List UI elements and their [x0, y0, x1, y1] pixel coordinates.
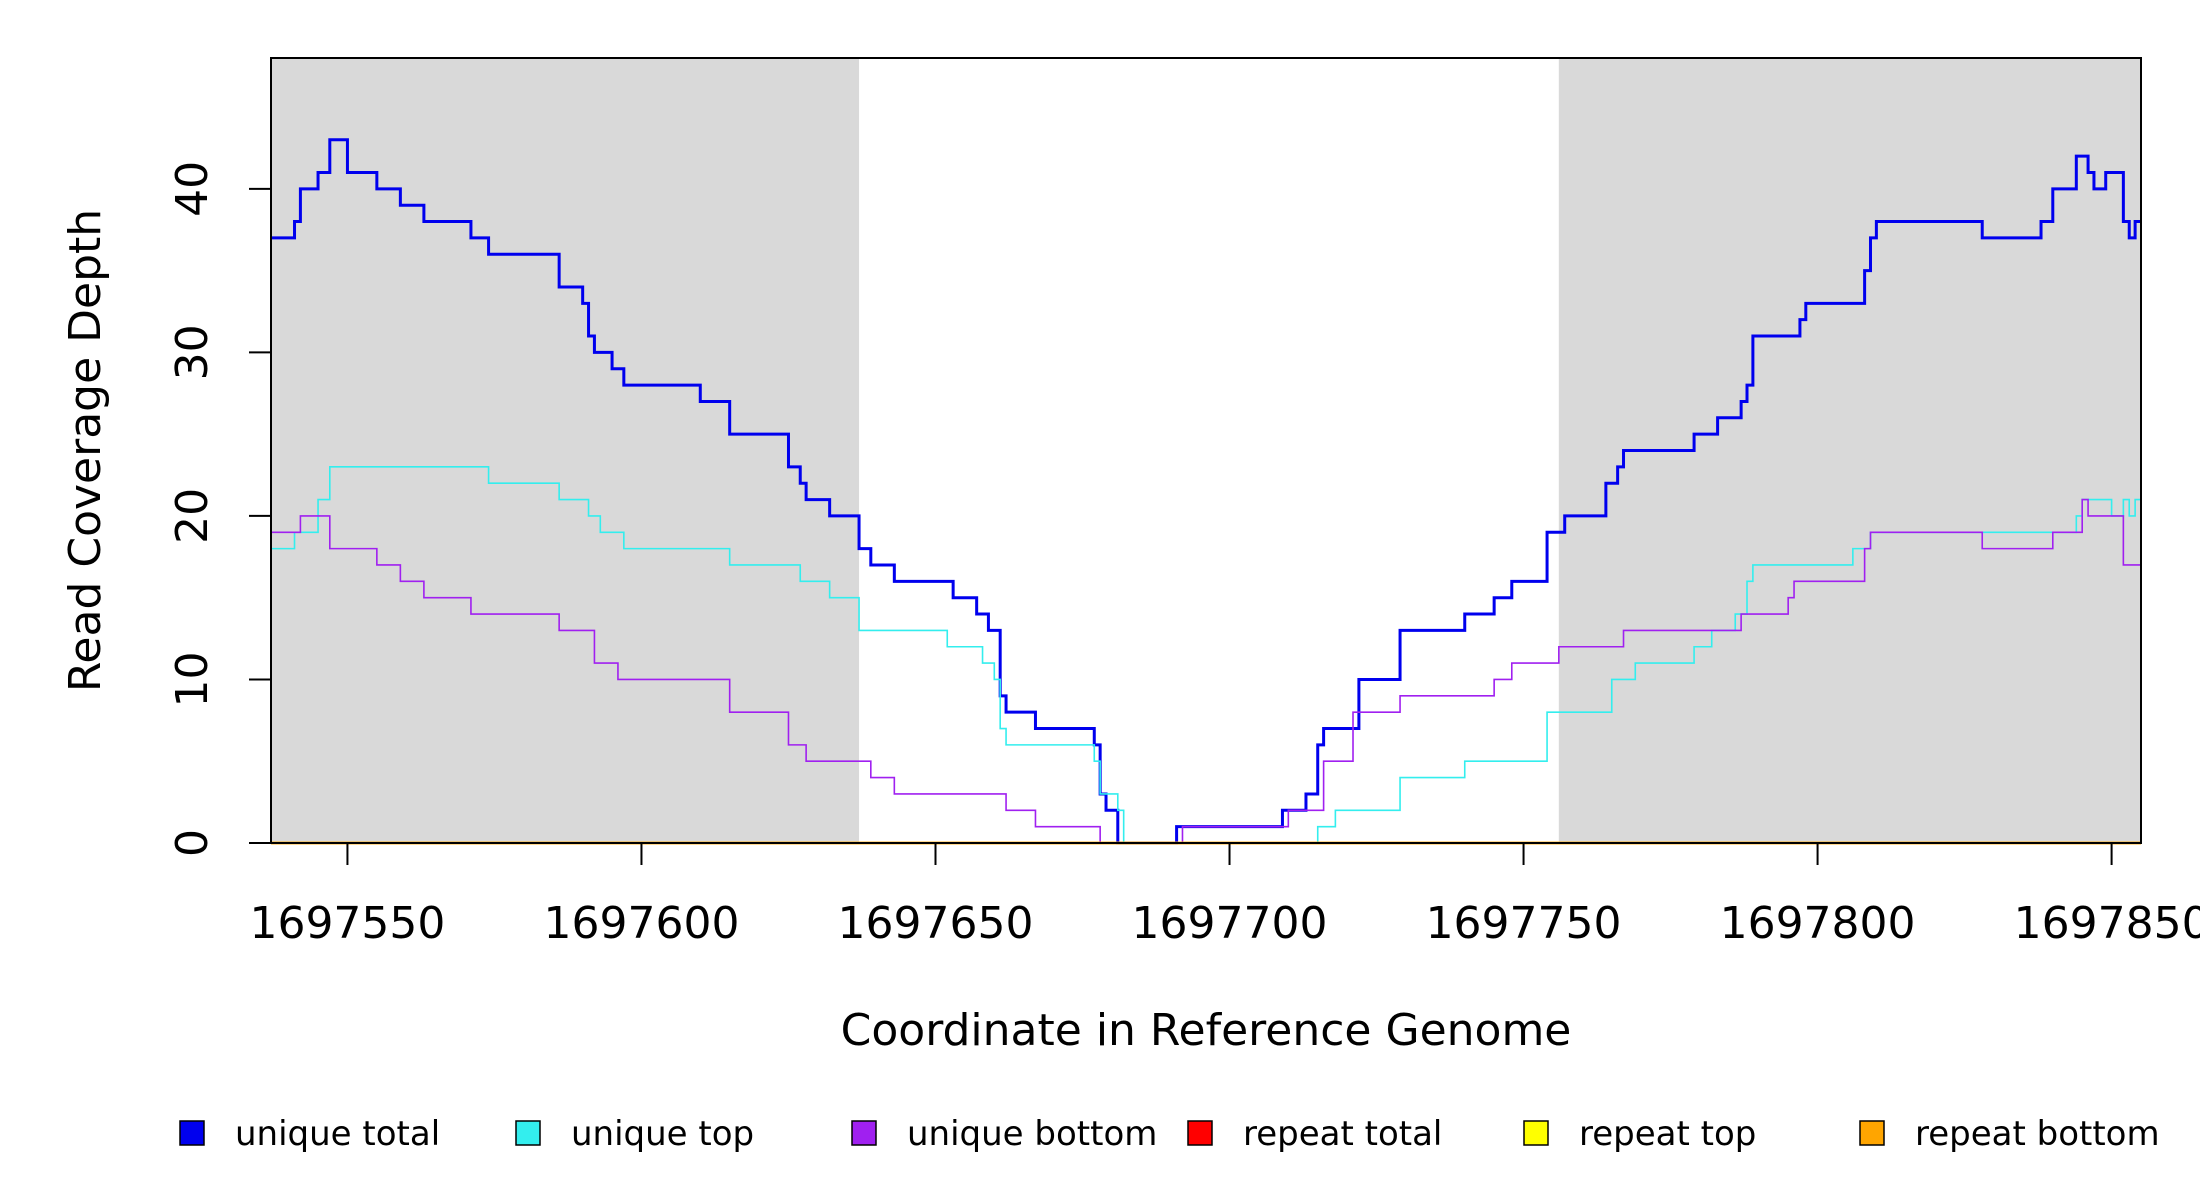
x-tick-label: 1697650: [838, 898, 1034, 949]
legend-label-unique-total: unique total: [235, 1114, 440, 1154]
y-tick-label: 10: [167, 651, 218, 707]
legend-swatch-repeat-top: [1523, 1120, 1549, 1146]
x-tick-label: 1697800: [1720, 898, 1916, 949]
x-tick-label: 1697600: [543, 898, 739, 949]
legend-label-repeat-top: repeat top: [1579, 1114, 1756, 1154]
plot-frame: [270, 57, 2142, 844]
legend-swatch-repeat-bottom: [1859, 1120, 1885, 1146]
y-axis-title: Read Coverage Depth: [60, 209, 111, 692]
legend-swatch-unique-total: [179, 1120, 205, 1146]
y-tick-label: 30: [167, 324, 218, 380]
x-tick-label: 1697750: [1426, 898, 1622, 949]
legend-label-repeat-total: repeat total: [1243, 1114, 1442, 1154]
x-axis-title: Coordinate in Reference Genome: [841, 1005, 1572, 1056]
legend-label-repeat-bottom: repeat bottom: [1915, 1114, 2160, 1154]
legend-swatch-unique-bottom: [851, 1120, 877, 1146]
y-tick-label: 40: [167, 161, 218, 217]
legend-label-unique-top: unique top: [571, 1114, 754, 1154]
series-line-unique-bottom: [271, 498, 2141, 844]
y-tick-label: 0: [167, 829, 218, 857]
legend: unique total unique top unique bottom repea…: [179, 1114, 2160, 1154]
y-tick-label: 20: [167, 488, 218, 544]
y-axis: 0 10 20 30 40: [167, 161, 271, 857]
legend-swatch-repeat-total: [1187, 1120, 1213, 1146]
shaded-regions: [271, 58, 2141, 843]
legend-swatch-unique-top: [515, 1120, 541, 1146]
shaded-region-1: [271, 58, 860, 843]
x-axis: 1697550 1697600 1697650 1697700 1697750 16978…: [249, 843, 2200, 949]
x-tick-label: 1697850: [2014, 898, 2200, 949]
legend-label-unique-bottom: unique bottom: [907, 1114, 1157, 1154]
x-tick-label: 1697550: [249, 898, 445, 949]
x-tick-label: 1697700: [1132, 898, 1328, 949]
